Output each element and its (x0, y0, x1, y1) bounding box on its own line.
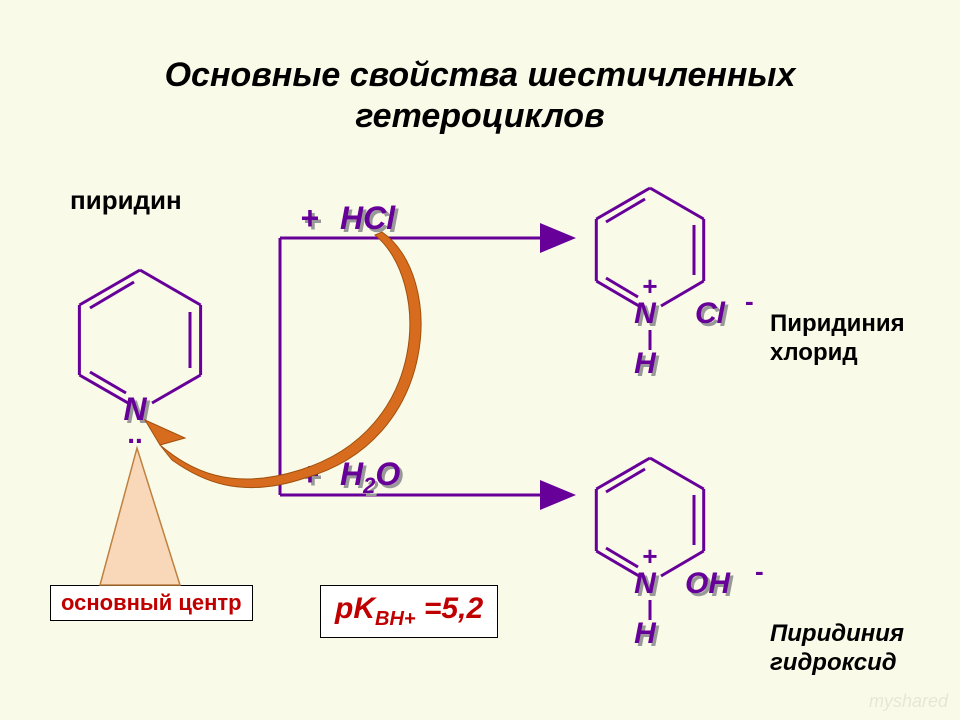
basic-center-callout (100, 448, 180, 585)
svg-text:H2O: H2O (340, 456, 400, 498)
svg-text:HCl: HCl (340, 200, 396, 236)
pyridinium-chloride-structure: + N N H H Cl Cl - (596, 188, 753, 383)
svg-text:N: N (634, 567, 657, 600)
branch-lines (280, 238, 570, 495)
svg-text:+: + (300, 200, 319, 236)
svg-text:..: .. (127, 418, 143, 449)
reaction-scheme: + + HCl HCl + + H2O H2O N N .. (0, 0, 960, 720)
svg-text:-: - (745, 286, 754, 316)
svg-text:H: H (634, 347, 657, 380)
svg-text:-: - (755, 556, 764, 586)
svg-text:H: H (634, 617, 657, 650)
mechanism-arrow (145, 232, 421, 488)
pyridine-structure: N N .. (79, 270, 200, 449)
svg-text:OH: OH (685, 567, 731, 600)
svg-text:Cl: Cl (695, 297, 726, 330)
svg-text:N: N (634, 297, 657, 330)
pyridinium-hydroxide-structure: + N N H H OH OH - (596, 458, 763, 653)
